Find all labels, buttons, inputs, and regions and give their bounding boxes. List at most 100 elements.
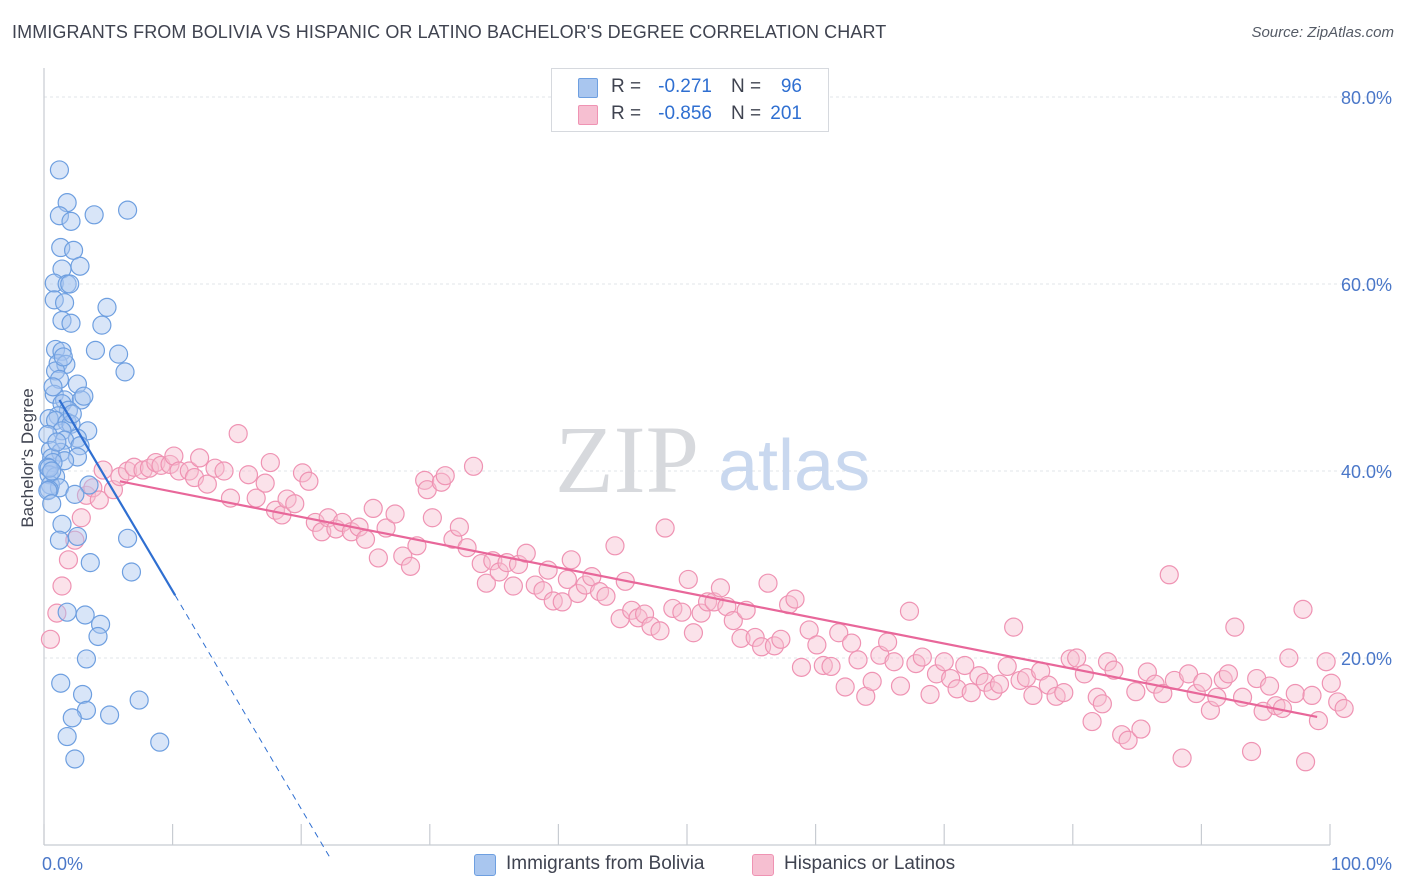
- point-hispanics: [260, 452, 280, 473]
- point-hispanics: [312, 522, 332, 542]
- point-hispanics: [285, 494, 305, 514]
- point-bolivia: [47, 432, 67, 452]
- point-bolivia: [121, 562, 142, 582]
- point-hispanics: [385, 504, 405, 524]
- point-bolivia: [45, 339, 66, 360]
- point-hispanics: [947, 679, 967, 699]
- point-hispanics: [955, 655, 975, 676]
- point-hispanics: [463, 456, 484, 476]
- point-bolivia: [43, 377, 63, 397]
- point-hispanics: [926, 664, 947, 684]
- point-bolivia: [72, 684, 93, 705]
- point-bolivia: [117, 200, 138, 220]
- point-hispanics: [435, 466, 455, 486]
- point-hispanics: [255, 473, 275, 493]
- x-tick-label-min: 0.0%: [42, 854, 83, 874]
- gridlines: [44, 96, 1392, 659]
- point-hispanics: [1193, 672, 1213, 692]
- legend-r-label: R =: [611, 103, 642, 124]
- point-hispanics: [47, 603, 67, 623]
- point-hispanics: [503, 576, 523, 596]
- watermark-zip: ZIP: [555, 406, 699, 513]
- point-hispanics: [807, 635, 827, 655]
- point-bolivia: [39, 409, 59, 429]
- point-hispanics: [596, 586, 616, 606]
- point-hispanics: [1293, 599, 1313, 619]
- point-bolivia: [84, 205, 104, 225]
- point-bolivia: [65, 749, 85, 769]
- point-bolivia: [62, 708, 82, 728]
- legend-r-value: -0.856: [658, 103, 712, 124]
- point-hispanics: [552, 592, 572, 612]
- legend-row-bolivia: R = -0.271 N = 96: [552, 74, 828, 100]
- series-bolivia-points: [38, 160, 170, 769]
- point-hispanics: [890, 676, 911, 696]
- point-hispanics: [791, 657, 812, 677]
- point-hispanics: [449, 517, 469, 537]
- correlation-legend: R = -0.271 N = 96 R = -0.856 N = 201: [551, 68, 829, 132]
- point-hispanics: [1302, 685, 1322, 706]
- point-bolivia: [150, 732, 170, 752]
- point-bolivia: [90, 614, 111, 634]
- point-hispanics: [821, 656, 841, 677]
- point-hispanics: [1131, 719, 1151, 739]
- point-bolivia: [67, 447, 88, 467]
- point-hispanics: [655, 518, 675, 538]
- trend-lines: [58, 399, 1318, 860]
- point-hispanics: [40, 629, 61, 649]
- watermark-atlas: atlas: [718, 426, 870, 506]
- legend-r-value: -0.271: [658, 76, 712, 97]
- x-tick-label-max: 100.0%: [1331, 854, 1392, 874]
- point-hispanics: [299, 471, 319, 491]
- y-tick-label: 80.0%: [1341, 88, 1392, 108]
- point-hispanics: [842, 633, 862, 653]
- legend-label-hispanics: Hispanics or Latinos: [784, 853, 956, 874]
- point-hispanics: [848, 650, 868, 670]
- point-hispanics: [1225, 617, 1245, 637]
- point-bolivia: [129, 690, 149, 710]
- point-hispanics: [1159, 565, 1179, 585]
- point-hispanics: [363, 498, 383, 518]
- point-hispanics: [393, 546, 413, 566]
- legend-r-label: R =: [611, 76, 642, 97]
- legend-n-label: N =: [731, 103, 762, 124]
- point-hispanics: [368, 548, 388, 568]
- point-hispanics: [745, 627, 765, 648]
- point-hispanics: [1016, 668, 1037, 688]
- legend-label-bolivia: Immigrants from Bolivia: [506, 853, 705, 874]
- point-hispanics: [1118, 730, 1138, 750]
- point-hispanics: [1092, 694, 1112, 714]
- point-hispanics: [146, 452, 166, 473]
- trend-line-bolivia-extension: [174, 595, 332, 860]
- legend-n-value: 201: [770, 103, 802, 124]
- point-hispanics: [771, 629, 791, 649]
- point-hispanics: [1334, 698, 1354, 719]
- point-hispanics: [678, 569, 698, 590]
- point-hispanics: [1241, 741, 1262, 762]
- point-hispanics: [758, 573, 778, 593]
- point-hispanics: [934, 652, 954, 672]
- y-axis-title: Bachelor's Degree: [18, 388, 37, 527]
- point-hispanics: [997, 656, 1017, 677]
- point-hispanics: [878, 632, 898, 652]
- point-bolivia: [42, 461, 62, 481]
- point-hispanics: [899, 601, 920, 621]
- point-hispanics: [731, 628, 751, 648]
- point-hispanics: [1285, 683, 1305, 704]
- y-tick-label: 40.0%: [1341, 462, 1392, 482]
- point-bolivia: [97, 297, 117, 317]
- point-hispanics: [71, 508, 91, 528]
- point-bolivia: [67, 526, 88, 547]
- point-bolivia: [57, 726, 77, 747]
- point-hispanics: [1295, 752, 1316, 772]
- point-bolivia: [42, 494, 62, 514]
- point-hispanics: [1153, 683, 1173, 704]
- point-hispanics: [691, 603, 711, 623]
- point-hispanics: [1054, 682, 1074, 703]
- point-hispanics: [197, 474, 217, 494]
- point-hispanics: [835, 677, 855, 697]
- point-hispanics: [1172, 748, 1192, 768]
- point-hispanics: [561, 550, 581, 570]
- point-hispanics: [1023, 685, 1043, 706]
